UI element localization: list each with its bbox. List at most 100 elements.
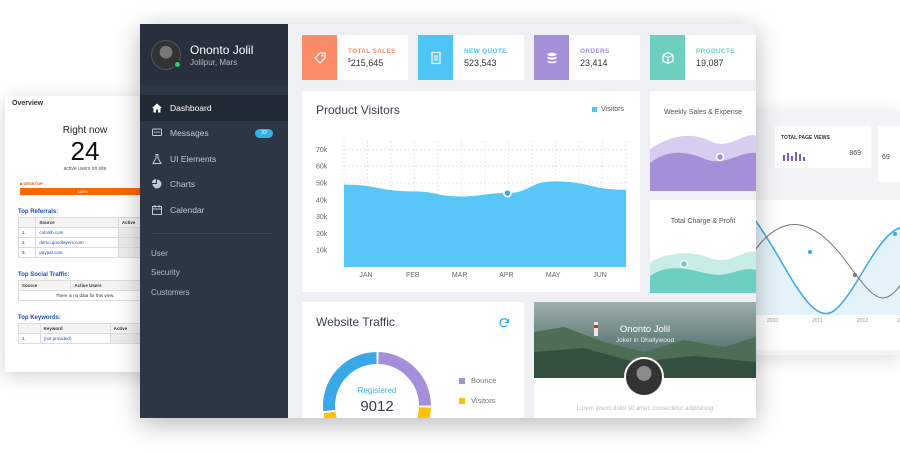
- active-users-count: 24: [70, 136, 100, 166]
- stat-icon-box: [418, 35, 453, 80]
- messages-count-badge: 32: [255, 128, 273, 138]
- donut-center-label: Registered: [357, 386, 397, 395]
- social-table: Source Active Users There is no data for …: [17, 280, 152, 301]
- sidebar-item-label: Charts: [170, 179, 196, 190]
- product-visitors-chart: 10k 20k 30k 40k 50k 60k 70k JAN FEB MAR APR MAY JUN: [316, 141, 627, 279]
- legend-item-bounce[interactable]: Bounce: [459, 376, 496, 385]
- stat-icon-box: [302, 35, 337, 80]
- table-row: 3. paypal.com: [17, 247, 153, 258]
- table-row: 1. (not provided): [18, 333, 153, 344]
- year-tick: 2013: [897, 318, 900, 324]
- sidebar-item-messages[interactable]: Messages 32: [140, 121, 288, 147]
- stat-value: 19,087: [696, 58, 724, 68]
- profile-card-subtitle: Joker in Dhallywood: [615, 337, 675, 344]
- active-users-caption: active users on site: [63, 166, 107, 172]
- top-keywords-heading: Top Keywords:: [18, 315, 61, 321]
- legend-item-visitors[interactable]: Visitors: [459, 396, 495, 405]
- table-header: Source: [17, 280, 72, 291]
- year-tick: 2010: [767, 318, 778, 324]
- tag-icon: [313, 51, 326, 64]
- donut-center-value: 9012: [360, 398, 394, 415]
- sidebar: Ononto Jolil Jolilpur, Mars Dashboard Me…: [140, 24, 288, 418]
- device-label: ■ DESKTOP: [20, 181, 43, 186]
- referrals-table: Source Active 1. colorlib.com 2. demo.goodl…: [17, 217, 153, 258]
- sidebar-item-security[interactable]: Security: [151, 268, 180, 277]
- donut-segment-bounce[interactable]: [377, 352, 431, 406]
- x-tick-label: MAR: [452, 272, 468, 279]
- table-row: There is no data for this view.: [18, 290, 152, 301]
- pie-chart-icon: [152, 179, 162, 189]
- product-visitors-card: Product Visitors Visitors 10k 20k 30k 40k 50…: [302, 91, 640, 292]
- no-data-text: There is no data for this view.: [18, 290, 152, 301]
- visitors-highlight-point[interactable]: [503, 188, 512, 198]
- referral-link[interactable]: colorlib.com: [35, 227, 119, 238]
- legend-label: Bounce: [471, 376, 497, 385]
- table-header: Keyword: [39, 323, 111, 334]
- legend-swatch: [592, 107, 598, 112]
- sidebar-item-label: UI Elements: [170, 153, 217, 164]
- referral-link[interactable]: demo.goodlayers.com: [35, 237, 119, 248]
- stat-total-sales[interactable]: TOTAL SALES $215,645: [302, 35, 408, 80]
- profile-card-name: Ononto Jolil: [619, 324, 671, 335]
- chart-legend[interactable]: Visitors: [592, 106, 624, 113]
- keyword-link[interactable]: (not provided): [39, 333, 111, 344]
- sidebar-item-customers[interactable]: Customers: [151, 287, 190, 297]
- refresh-icon[interactable]: [498, 317, 510, 329]
- sidebar-item-user[interactable]: User: [151, 248, 168, 258]
- donut-segment-registered[interactable]: [323, 352, 377, 412]
- x-tick-label: MAY: [546, 272, 561, 279]
- flask-icon: [152, 153, 162, 164]
- avatar[interactable]: [624, 357, 664, 397]
- legend-label: Visitors: [601, 106, 624, 113]
- year-tick: 2011: [812, 318, 823, 324]
- table-header: Source: [35, 217, 119, 228]
- stat-label: NEW QUOTE: [464, 48, 507, 55]
- product-visitors-title: Product Visitors: [316, 103, 400, 117]
- y-tick-label: 30k: [316, 214, 328, 221]
- x-tick-label: JAN: [359, 272, 372, 279]
- stat-icon-box: [650, 35, 685, 80]
- legend-label: Visitors: [471, 396, 496, 405]
- sidebar-item-label: Calendar: [170, 204, 205, 215]
- referral-link[interactable]: paypal.com: [35, 247, 119, 258]
- stat-products[interactable]: PRODUCTS 19,087: [650, 35, 756, 80]
- sidebar-item-calendar[interactable]: Calendar: [140, 197, 288, 223]
- page-views-card: TOTAL PAGE VIEWS 869 69 2010 2011 2012 2…: [740, 110, 900, 355]
- online-status-dot: [174, 61, 181, 68]
- stat-orders[interactable]: ORDERS 23,414: [534, 35, 640, 80]
- cube-icon: [661, 51, 674, 64]
- table-header: [18, 323, 41, 334]
- year-tick: 2012: [857, 318, 868, 324]
- profile-card: Ononto Jolil Joker in Dhallywood Lorem i…: [534, 302, 756, 418]
- mini-bars-icon: [783, 152, 805, 161]
- avatar[interactable]: [151, 40, 181, 70]
- table-row: 1. colorlib.com: [17, 227, 153, 238]
- stat-value: 523,543: [464, 58, 497, 68]
- legend-swatch: [459, 377, 465, 384]
- table-row: 2. demo.goodlayers.com: [17, 237, 153, 248]
- device-share-bar: 100%: [20, 188, 145, 195]
- total-charge-point: [679, 259, 689, 269]
- visitors-area: [344, 181, 626, 267]
- sidebar-item-label: Messages: [170, 128, 209, 139]
- sidebar-item-dashboard[interactable]: Dashboard: [140, 95, 288, 121]
- y-tick-label: 10k: [316, 248, 328, 255]
- y-tick-label: 20k: [316, 231, 328, 238]
- y-tick-label: 70k: [316, 147, 328, 154]
- sidebar-profile[interactable]: Ononto Jolil Jolilpur, Mars: [140, 24, 288, 85]
- second-stat-tile: 69: [878, 126, 900, 182]
- total-charge-title: Total Charge & Profit: [670, 218, 736, 225]
- x-tick-label: APR: [499, 272, 513, 279]
- analytics-overview-card: Overview Right now 24 active users on si…: [5, 96, 165, 372]
- sidebar-item-ui-elements[interactable]: UI Elements: [140, 146, 288, 172]
- home-icon: [152, 103, 162, 113]
- total-page-views-tile: TOTAL PAGE VIEWS 869: [775, 126, 871, 168]
- right-now-label: Right now: [62, 125, 108, 136]
- top-social-heading: Top Social Traffic:: [18, 272, 70, 278]
- sidebar-item-charts[interactable]: Charts: [140, 172, 288, 198]
- stat-new-quote[interactable]: NEW QUOTE 523,543: [418, 35, 524, 80]
- keywords-table: Keyword Active 1. (not provided): [18, 323, 153, 344]
- currency-symbol: $: [348, 58, 351, 64]
- traffic-donut-chart: [323, 352, 431, 418]
- website-traffic-title: Website Traffic: [316, 315, 395, 329]
